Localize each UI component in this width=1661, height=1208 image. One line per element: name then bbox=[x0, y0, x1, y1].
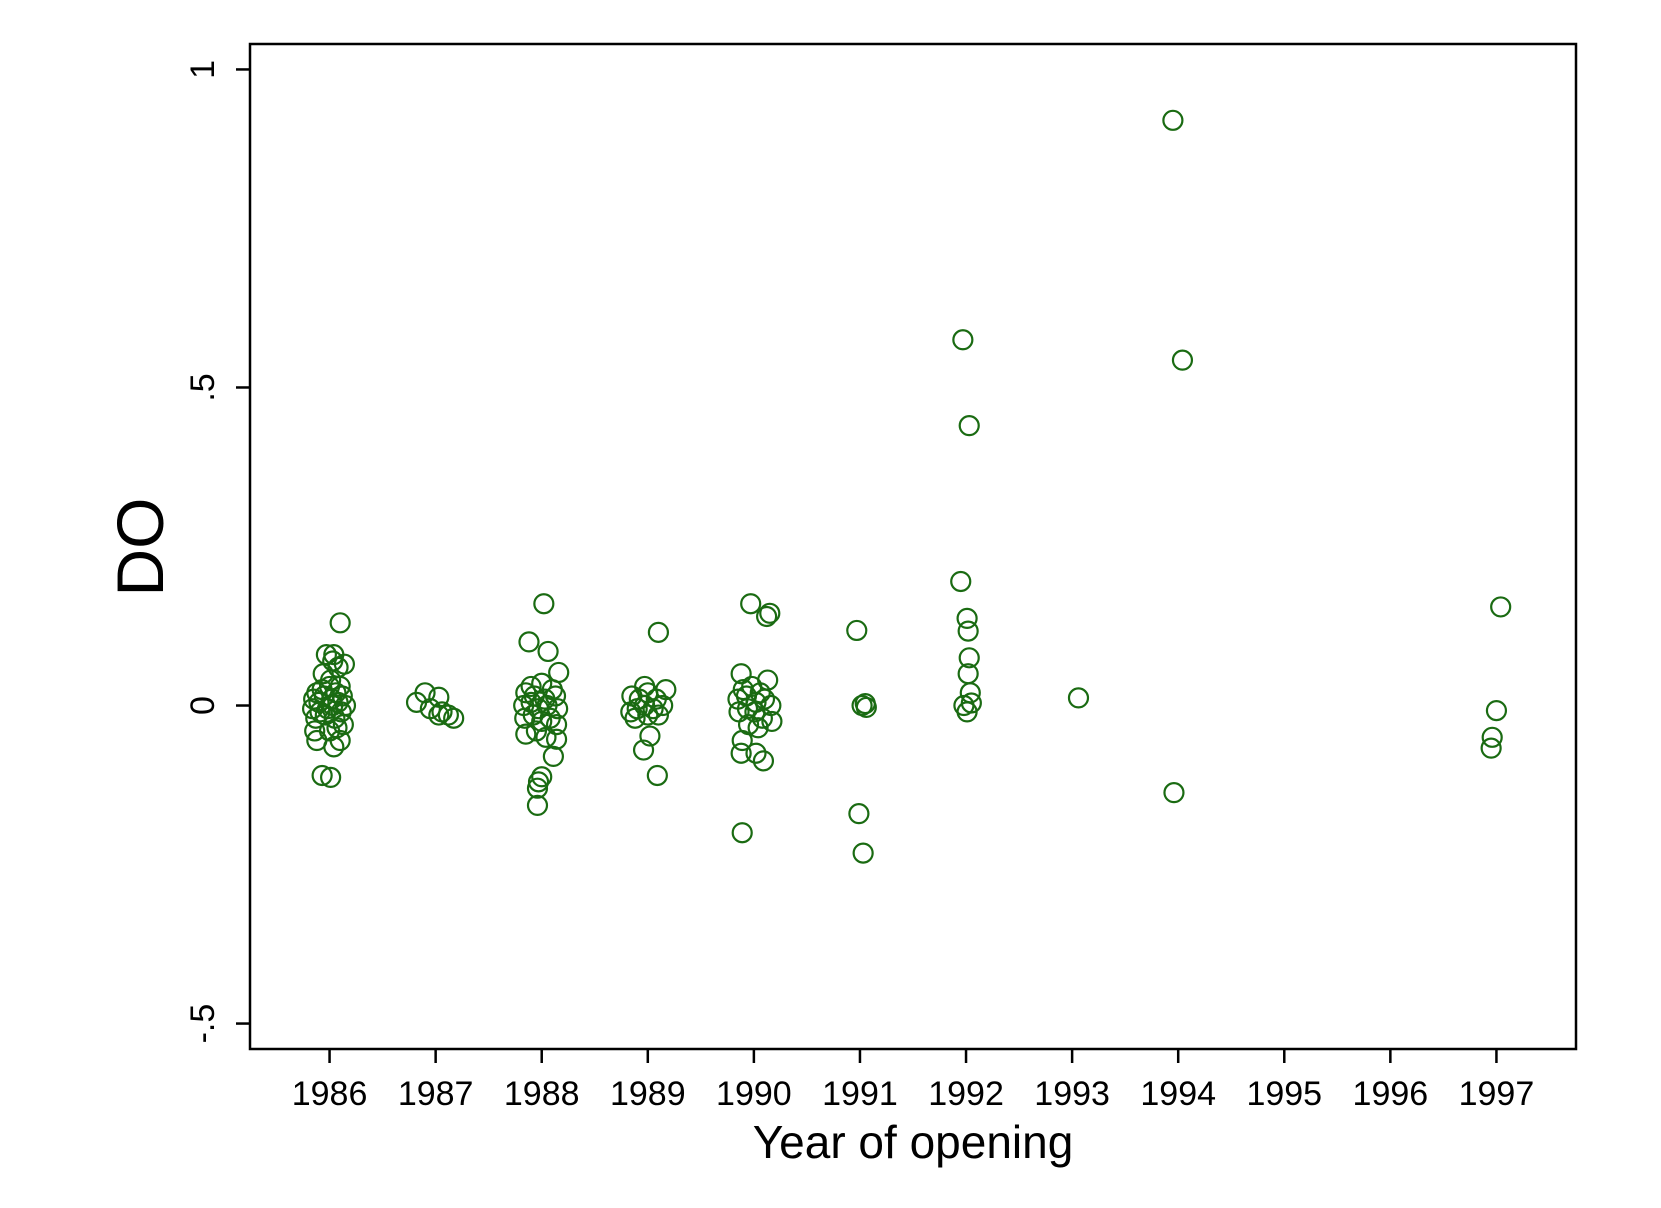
data-point bbox=[330, 701, 352, 723]
data-point bbox=[761, 710, 783, 733]
data-point bbox=[730, 663, 752, 685]
data-point bbox=[747, 717, 769, 739]
x-tick-label: 1995 bbox=[1246, 1075, 1322, 1113]
data-point bbox=[855, 696, 877, 719]
data-point bbox=[956, 701, 978, 723]
data-point bbox=[958, 647, 980, 669]
y-tick-label: .5 bbox=[184, 373, 222, 401]
data-point bbox=[428, 704, 450, 726]
x-tick-label: 1988 bbox=[504, 1075, 580, 1113]
data-point bbox=[646, 764, 668, 787]
data-point bbox=[323, 736, 345, 758]
data-point bbox=[749, 682, 771, 704]
data-point bbox=[414, 682, 436, 704]
plot-frame bbox=[248, 42, 1578, 1051]
x-tick-label: 1997 bbox=[1459, 1075, 1535, 1113]
data-point bbox=[312, 663, 334, 685]
data-point bbox=[745, 742, 767, 764]
y-axis-title: DO bbox=[103, 498, 177, 597]
data-point bbox=[632, 739, 655, 761]
data-point bbox=[545, 714, 568, 736]
axis-ticks: 1986 1987 1988 1989 1990 1991 1992 1993 1994 1995… bbox=[184, 60, 1534, 1113]
data-point bbox=[542, 745, 564, 768]
data-point bbox=[320, 766, 342, 788]
data-point bbox=[515, 723, 537, 745]
data-point bbox=[1162, 109, 1184, 131]
data-point bbox=[751, 707, 773, 729]
data-point bbox=[531, 766, 553, 788]
data-point bbox=[304, 720, 326, 742]
x-tick-label: 1992 bbox=[928, 1075, 1004, 1113]
data-point bbox=[1485, 700, 1508, 722]
x-tick-label: 1990 bbox=[716, 1075, 792, 1113]
data-point bbox=[1067, 687, 1090, 709]
data-point bbox=[756, 605, 778, 628]
data-point bbox=[639, 725, 661, 747]
x-tick-label: 1991 bbox=[822, 1075, 898, 1113]
data-point bbox=[624, 707, 646, 729]
data-point bbox=[652, 694, 674, 717]
data-point bbox=[329, 729, 351, 752]
data-point bbox=[533, 593, 555, 615]
data-point bbox=[1490, 596, 1512, 618]
x-tick-label: 1989 bbox=[610, 1075, 686, 1113]
data-point bbox=[642, 698, 664, 720]
data-point bbox=[759, 602, 781, 624]
data-point bbox=[731, 729, 753, 752]
data-point bbox=[846, 619, 868, 642]
data-point bbox=[520, 675, 542, 698]
data-point bbox=[731, 822, 753, 844]
data-point bbox=[958, 415, 980, 437]
y-tick-label: 1 bbox=[184, 60, 222, 79]
data-point bbox=[526, 777, 549, 799]
data-point bbox=[852, 842, 874, 864]
data-point bbox=[428, 686, 450, 708]
data-point bbox=[740, 593, 762, 615]
data-point bbox=[443, 707, 465, 729]
y-tick-label: 0 bbox=[184, 696, 222, 715]
y-tick-label: -.5 bbox=[184, 1004, 222, 1044]
data-point bbox=[1163, 782, 1185, 804]
data-point bbox=[647, 704, 670, 726]
data-point bbox=[311, 764, 333, 787]
data-point bbox=[1481, 726, 1503, 748]
data-point bbox=[848, 803, 870, 825]
x-tick-label: 1993 bbox=[1034, 1075, 1110, 1113]
data-point bbox=[744, 701, 766, 723]
data-point bbox=[531, 672, 553, 694]
x-tick-label: 1987 bbox=[398, 1075, 474, 1113]
data-point bbox=[329, 612, 351, 634]
data-points bbox=[301, 109, 1512, 864]
data-point bbox=[1480, 737, 1502, 759]
data-point bbox=[730, 742, 752, 764]
data-point bbox=[526, 794, 549, 816]
data-point bbox=[518, 631, 540, 653]
data-point bbox=[437, 704, 459, 726]
data-point bbox=[1171, 349, 1194, 371]
data-point bbox=[545, 728, 568, 750]
data-point bbox=[637, 704, 659, 726]
data-point bbox=[647, 621, 670, 643]
data-point bbox=[952, 329, 974, 351]
data-point bbox=[645, 688, 667, 710]
x-tick-label: 1996 bbox=[1353, 1075, 1429, 1113]
data-point bbox=[314, 704, 336, 726]
data-point bbox=[956, 607, 978, 629]
x-tick-label: 1994 bbox=[1140, 1075, 1216, 1113]
data-point bbox=[535, 726, 557, 748]
data-point bbox=[957, 620, 979, 642]
x-axis-title: Year of opening bbox=[753, 1116, 1074, 1168]
data-point bbox=[752, 750, 775, 772]
x-tick-label: 1986 bbox=[292, 1075, 368, 1113]
data-point bbox=[537, 640, 559, 663]
data-point bbox=[950, 570, 972, 593]
